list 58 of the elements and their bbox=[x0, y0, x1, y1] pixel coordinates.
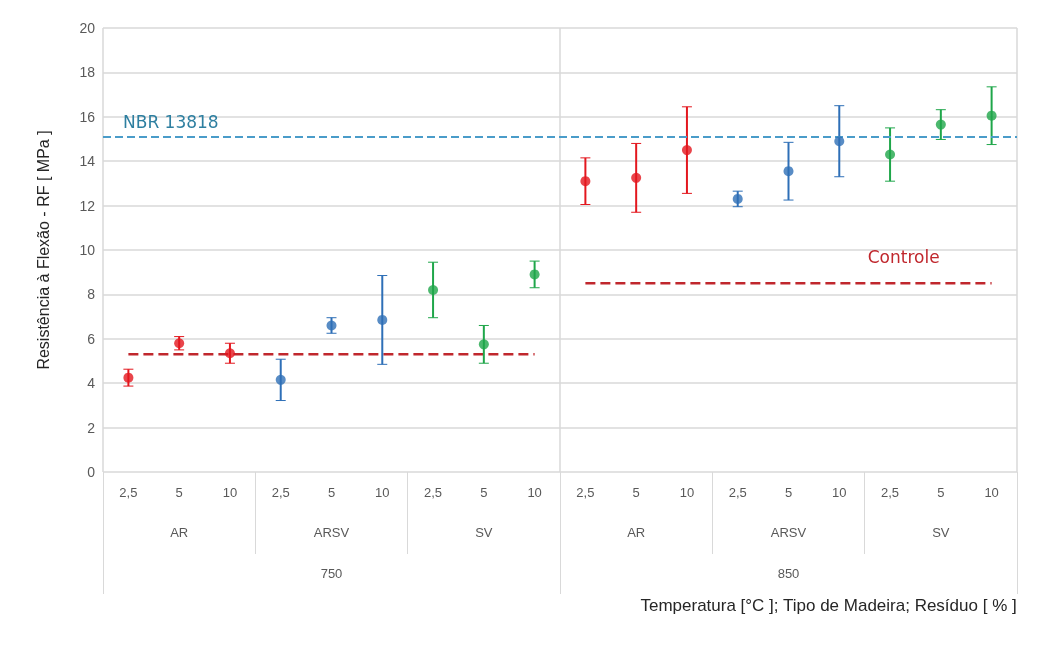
point bbox=[428, 284, 439, 295]
x-tick-label: 10 bbox=[679, 485, 695, 500]
y-tick-label: 12 bbox=[79, 197, 96, 214]
text: ARSV bbox=[313, 525, 350, 540]
point bbox=[681, 145, 692, 156]
x-tick-label: 10 bbox=[527, 485, 542, 500]
point bbox=[478, 339, 489, 350]
x-tick-label: 5 bbox=[175, 485, 183, 500]
y-tick-label: 4 bbox=[87, 375, 96, 392]
y-tick-label: 10 bbox=[79, 242, 96, 258]
x-tick-label: 5 bbox=[784, 485, 793, 500]
text: AR bbox=[170, 525, 189, 540]
point bbox=[529, 269, 540, 280]
text: 850 bbox=[777, 566, 800, 581]
y-tick-label: 16 bbox=[79, 108, 96, 125]
x-tick-label: 10 bbox=[222, 485, 238, 500]
text: 750 bbox=[320, 566, 343, 581]
text: SV bbox=[932, 525, 950, 540]
point bbox=[275, 374, 286, 385]
x-tick-label: 5 bbox=[632, 485, 640, 500]
y-tick-label: 8 bbox=[87, 286, 96, 303]
point bbox=[377, 314, 388, 325]
point bbox=[885, 149, 896, 160]
x-tick-label: 5 bbox=[937, 485, 945, 500]
x-tick-label: 2,5 bbox=[271, 485, 290, 500]
x-tick-label: 2,5 bbox=[576, 485, 595, 500]
text: Temperatura [°C ]; Tipo de Madeira; Resíduo [ % ] bbox=[640, 596, 1017, 615]
point bbox=[783, 166, 794, 177]
point bbox=[631, 172, 642, 183]
x-tick-label: 5 bbox=[327, 485, 336, 500]
x-tick-label: 2,5 bbox=[119, 485, 138, 500]
point bbox=[326, 320, 337, 331]
point bbox=[580, 176, 591, 187]
series-label: Controle bbox=[867, 247, 940, 268]
text: AR bbox=[627, 525, 646, 540]
y-tick-label: 6 bbox=[87, 330, 96, 347]
y-tick-label: 0 bbox=[87, 464, 96, 480]
y-tick-label: 2 bbox=[87, 419, 96, 436]
x-tick-label: 2,5 bbox=[424, 485, 443, 500]
point bbox=[935, 119, 946, 130]
ref-line-label: NBR 13818 bbox=[123, 112, 219, 133]
x-tick-label: 10 bbox=[375, 485, 390, 500]
x-tick-label: 5 bbox=[480, 485, 488, 500]
text: ARSV bbox=[770, 525, 807, 540]
x-tick-label: 10 bbox=[984, 485, 999, 500]
x-tick-label: 2,5 bbox=[881, 485, 900, 500]
point bbox=[834, 136, 845, 147]
y-tick-label: 18 bbox=[79, 64, 96, 81]
point bbox=[986, 110, 997, 121]
y-axis-title: Resistência à Flexão - RF [ MPa ] bbox=[34, 130, 52, 370]
point bbox=[732, 193, 743, 204]
point bbox=[123, 372, 134, 383]
text: SV bbox=[475, 525, 493, 540]
x-tick-label: 10 bbox=[832, 485, 847, 500]
point bbox=[224, 348, 235, 359]
y-tick-label: 14 bbox=[79, 153, 96, 170]
y-tick-label: 20 bbox=[79, 20, 96, 36]
x-tick-label: 2,5 bbox=[728, 485, 747, 500]
